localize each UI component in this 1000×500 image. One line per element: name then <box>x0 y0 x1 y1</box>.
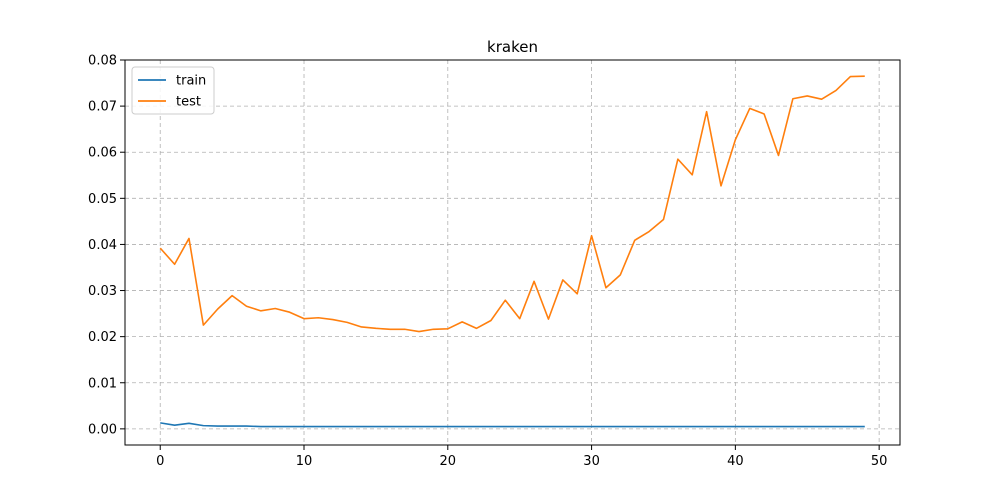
x-tick-label: 30 <box>583 454 600 469</box>
y-tick-label: 0.06 <box>88 146 117 161</box>
y-tick-label: 0.05 <box>88 192 117 207</box>
x-tick-label: 10 <box>296 454 313 469</box>
x-tick-label: 0 <box>156 454 164 469</box>
x-tick-label: 20 <box>440 454 457 469</box>
y-tick-label: 0.04 <box>88 238 117 253</box>
plot-frame <box>124 59 901 446</box>
x-tick-label: 50 <box>871 454 888 469</box>
legend: train test <box>131 66 215 115</box>
y-tick-label: 0.01 <box>88 376 117 391</box>
chart-title: kraken <box>487 38 538 56</box>
legend-box <box>131 66 215 115</box>
y-axis: 0.00 0.01 0.02 0.03 0.04 0.05 0.06 0.07 0.08 <box>88 54 125 437</box>
y-tick-label: 0.07 <box>88 100 117 115</box>
series-line-test <box>159 75 865 333</box>
y-tick-label: 0.03 <box>88 284 117 299</box>
grid <box>125 59 900 445</box>
y-tick-label: 0.08 <box>88 54 117 69</box>
x-axis: 0 10 20 30 40 50 <box>156 445 887 469</box>
x-tick-label: 40 <box>727 454 744 469</box>
y-tick-label: 0.00 <box>88 422 117 437</box>
series-line-train <box>160 422 865 428</box>
legend-label-train: train <box>176 74 206 89</box>
legend-label-test: test <box>176 95 201 110</box>
series-lines <box>159 75 865 428</box>
y-tick-label: 0.02 <box>88 330 117 345</box>
